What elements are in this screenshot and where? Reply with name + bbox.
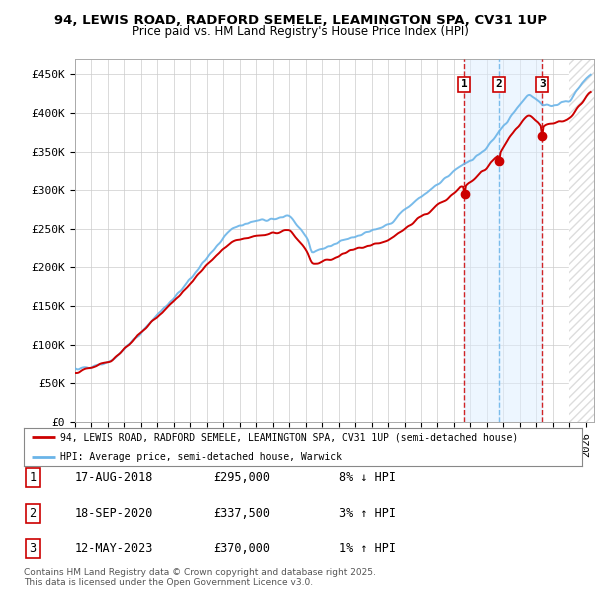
Bar	[569, 59, 594, 422]
Text: 8% ↓ HPI: 8% ↓ HPI	[339, 471, 396, 484]
Text: Price paid vs. HM Land Registry's House Price Index (HPI): Price paid vs. HM Land Registry's House …	[131, 25, 469, 38]
Text: 2: 2	[29, 507, 37, 520]
Text: £295,000: £295,000	[213, 471, 270, 484]
Text: 94, LEWIS ROAD, RADFORD SEMELE, LEAMINGTON SPA, CV31 1UP: 94, LEWIS ROAD, RADFORD SEMELE, LEAMINGT…	[53, 14, 547, 27]
Text: 1% ↑ HPI: 1% ↑ HPI	[339, 542, 396, 555]
Bar	[569, 59, 594, 422]
Bar	[499, 59, 542, 422]
Text: 2: 2	[496, 80, 502, 90]
Text: 17-AUG-2018: 17-AUG-2018	[75, 471, 154, 484]
Text: HPI: Average price, semi-detached house, Warwick: HPI: Average price, semi-detached house,…	[60, 451, 342, 461]
Text: 18-SEP-2020: 18-SEP-2020	[75, 507, 154, 520]
Text: 12-MAY-2023: 12-MAY-2023	[75, 542, 154, 555]
Text: £337,500: £337,500	[213, 507, 270, 520]
Text: 3: 3	[29, 542, 37, 555]
Text: 3% ↑ HPI: 3% ↑ HPI	[339, 507, 396, 520]
Text: 3: 3	[539, 80, 545, 90]
Text: 94, LEWIS ROAD, RADFORD SEMELE, LEAMINGTON SPA, CV31 1UP (semi-detached house): 94, LEWIS ROAD, RADFORD SEMELE, LEAMINGT…	[60, 432, 518, 442]
Text: Contains HM Land Registry data © Crown copyright and database right 2025.
This d: Contains HM Land Registry data © Crown c…	[24, 568, 376, 587]
Text: 1: 1	[29, 471, 37, 484]
Bar	[464, 59, 499, 422]
Text: £370,000: £370,000	[213, 542, 270, 555]
Text: 1: 1	[461, 80, 468, 90]
